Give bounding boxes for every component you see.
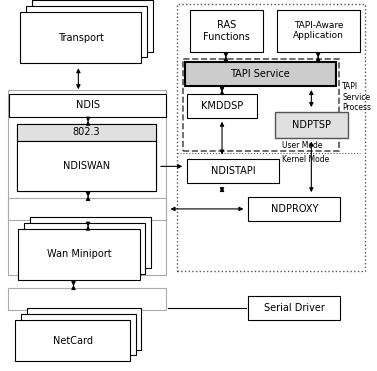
Bar (277, 10, 360, 52)
Bar (185, 62, 336, 86)
Bar (9, 94, 166, 117)
Bar (177, 4, 365, 271)
Text: NDISTAPI: NDISTAPI (211, 166, 256, 176)
Text: NDISWAN: NDISWAN (63, 161, 110, 171)
Text: NDPTSP: NDPTSP (292, 120, 331, 130)
Bar (20, 12, 141, 63)
Text: User Mode: User Mode (282, 141, 323, 150)
Text: RAS
Functions: RAS Functions (203, 20, 250, 42)
Bar (24, 223, 146, 274)
Bar (190, 10, 263, 52)
Bar (17, 124, 156, 191)
Text: NetCard: NetCard (52, 336, 92, 346)
Text: TAPI
Service
Process: TAPI Service Process (342, 82, 371, 112)
Text: TAPI-Aware
Application: TAPI-Aware Application (293, 21, 344, 40)
Bar (26, 6, 147, 58)
Text: NDIS: NDIS (75, 101, 100, 111)
Text: NDPROXY: NDPROXY (271, 204, 318, 214)
Text: Transport: Transport (58, 33, 104, 43)
Text: Wan Miniport: Wan Miniport (46, 249, 111, 259)
Bar (8, 288, 166, 310)
Bar (15, 320, 130, 361)
Bar (27, 308, 141, 349)
Text: TAPI Service: TAPI Service (230, 69, 290, 79)
Bar (21, 314, 136, 355)
Bar (187, 94, 257, 118)
Bar (248, 197, 340, 221)
Text: Serial Driver: Serial Driver (264, 303, 325, 313)
Text: 802.3: 802.3 (73, 127, 100, 137)
Bar (17, 124, 156, 141)
Text: KMDDSP: KMDDSP (201, 101, 243, 111)
Bar (187, 160, 279, 183)
Bar (18, 229, 139, 280)
Bar (183, 59, 339, 151)
Bar (276, 112, 348, 138)
Bar (32, 0, 153, 52)
Bar (8, 198, 166, 220)
Bar (248, 296, 340, 320)
Bar (17, 141, 156, 191)
Bar (30, 217, 151, 268)
Text: Kernel Mode: Kernel Mode (282, 155, 329, 164)
Bar (8, 90, 166, 275)
